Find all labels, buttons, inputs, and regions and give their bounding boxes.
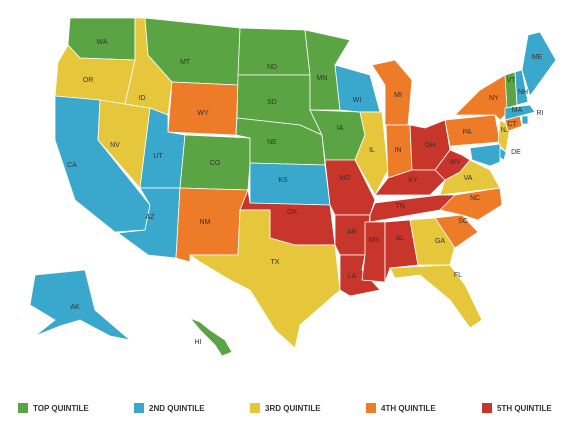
legend-swatch bbox=[482, 403, 492, 413]
state-label: WA bbox=[96, 39, 107, 46]
state-label: AZ bbox=[146, 214, 156, 221]
state bbox=[384, 219, 419, 283]
state bbox=[454, 74, 511, 121]
state-label: NC bbox=[470, 195, 480, 202]
state bbox=[29, 269, 132, 341]
state-label: VT bbox=[507, 77, 517, 84]
legend-label: TOP QUINTILE bbox=[33, 404, 89, 413]
state bbox=[521, 31, 557, 97]
state-label: FL bbox=[454, 272, 462, 279]
state-label: CT bbox=[507, 121, 517, 128]
state-label: HI bbox=[195, 339, 202, 346]
state-label: AL bbox=[396, 235, 405, 242]
state-label: MS bbox=[369, 237, 380, 244]
state-label: IN bbox=[395, 147, 402, 154]
legend-label: 5TH QUINTILE bbox=[497, 404, 552, 413]
state-label: KS bbox=[278, 177, 288, 184]
state-label: MI bbox=[394, 92, 402, 99]
state-label: ND bbox=[267, 64, 277, 71]
state-label: SC bbox=[458, 218, 468, 225]
state-label: OR bbox=[83, 77, 94, 84]
state bbox=[189, 317, 233, 357]
state-label: LA bbox=[348, 273, 357, 280]
state-label: ME bbox=[532, 54, 543, 61]
state-label: OH bbox=[425, 142, 436, 149]
state-label: WY bbox=[197, 110, 209, 117]
state-label: NE bbox=[267, 139, 277, 146]
state-label: AK bbox=[70, 304, 80, 311]
state-label: CA bbox=[67, 162, 77, 169]
state bbox=[179, 134, 251, 191]
state-label: DE bbox=[511, 149, 521, 156]
state-label: TX bbox=[271, 259, 280, 266]
state-label: VA bbox=[464, 175, 473, 182]
state-label: NV bbox=[110, 142, 120, 149]
state-label: NH bbox=[518, 89, 528, 96]
state-label: MT bbox=[180, 59, 191, 66]
state bbox=[175, 187, 249, 263]
state bbox=[434, 214, 479, 249]
state-label: MN bbox=[317, 75, 328, 82]
state-label: MO bbox=[339, 175, 351, 182]
state bbox=[389, 264, 483, 329]
state bbox=[249, 162, 331, 206]
state bbox=[361, 221, 386, 283]
state-label: KY bbox=[408, 177, 418, 184]
state-label: SD bbox=[267, 99, 277, 106]
state-label: ID bbox=[139, 95, 146, 102]
state bbox=[469, 143, 501, 167]
legend-swatch bbox=[18, 403, 28, 413]
legend-swatch bbox=[134, 403, 144, 413]
legend-label: 4TH QUINTILE bbox=[381, 404, 436, 413]
state-label: WV bbox=[449, 159, 461, 166]
legend-label: 2ND QUINTILE bbox=[149, 404, 205, 413]
legend-swatch bbox=[250, 403, 260, 413]
state-label: MA bbox=[512, 107, 523, 114]
state-label: PA bbox=[463, 129, 472, 136]
legend-label: 3RD QUINTILE bbox=[265, 404, 321, 413]
state-label: UT bbox=[153, 153, 163, 160]
state-label: RI bbox=[537, 110, 544, 117]
state-label: WI bbox=[353, 97, 362, 104]
state-label: NM bbox=[200, 219, 211, 226]
state bbox=[439, 187, 503, 221]
state bbox=[504, 104, 536, 121]
state-label: AR bbox=[347, 229, 357, 236]
legend-swatch bbox=[366, 403, 376, 413]
state bbox=[409, 217, 456, 266]
state bbox=[167, 81, 239, 136]
state-label: GA bbox=[435, 238, 445, 245]
state bbox=[514, 69, 529, 106]
state-label: IA bbox=[337, 125, 344, 132]
state-label: IL bbox=[369, 147, 375, 154]
state-label: TN bbox=[395, 203, 404, 210]
state bbox=[334, 64, 381, 113]
state-label: CO bbox=[210, 160, 221, 167]
state bbox=[521, 115, 529, 125]
state bbox=[188, 209, 341, 349]
state bbox=[434, 149, 471, 181]
state-label: OK bbox=[287, 209, 297, 216]
state-label: NJ bbox=[501, 127, 510, 134]
state bbox=[444, 114, 501, 147]
state-label: NY bbox=[489, 95, 499, 102]
